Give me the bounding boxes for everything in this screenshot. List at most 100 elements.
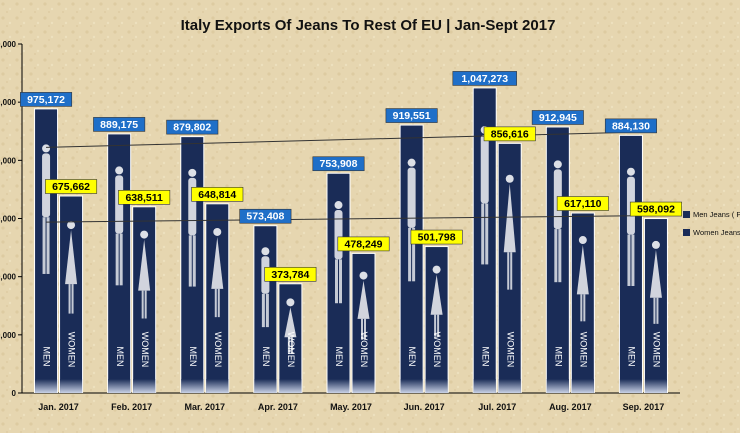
y-tick-label: 200,000 <box>0 331 17 340</box>
men-value-label-box <box>385 108 438 123</box>
women-value-label: 638,511 <box>118 189 171 205</box>
bar-foot <box>571 379 594 393</box>
women-value-label-text: 648,814 <box>198 189 236 201</box>
bar-body <box>498 143 521 393</box>
women-bar: WOMEN <box>643 218 668 393</box>
bar-foot <box>498 379 521 393</box>
figure-leg <box>71 284 74 314</box>
x-tick-label: Jul. 2017 <box>478 402 516 412</box>
men-value-label-text: 912,945 <box>539 112 577 124</box>
figure-head <box>626 167 635 176</box>
figure-leg <box>115 233 119 286</box>
women-value-label: 617,110 <box>556 196 609 211</box>
y-tick-label: 600,000 <box>0 215 17 224</box>
x-tick-label: Apr. 2017 <box>258 402 298 412</box>
bar-foot <box>400 379 423 393</box>
men-bar: MEN <box>180 136 205 393</box>
chart-title: Italy Exports Of Jeans To Rest Of EU | J… <box>181 17 556 34</box>
figure-leg <box>42 217 46 274</box>
figure-head <box>553 160 562 169</box>
figure-dress <box>284 307 297 338</box>
men-value-label: 889,175 <box>93 117 146 132</box>
men-value-label-box <box>531 110 584 125</box>
women-value-label-box <box>45 179 98 194</box>
x-tick-label: Mar. 2017 <box>185 402 226 412</box>
legend: Men Jeans ( Pc Women Jeans ( <box>683 210 740 237</box>
x-tick-label: Aug. 2017 <box>549 402 592 412</box>
figure-head <box>432 265 441 274</box>
men-value-label-text: 889,175 <box>100 119 138 131</box>
women-value-label: 856,616 <box>483 126 536 142</box>
figure-head <box>140 230 149 239</box>
figure-head <box>359 271 368 280</box>
figure-dress <box>138 239 151 291</box>
figure-leg <box>335 259 338 304</box>
figure-head <box>188 168 197 177</box>
women-value-label-box <box>410 229 463 245</box>
figure-dress <box>503 183 516 253</box>
bar-word: WOMEN <box>505 332 515 368</box>
figure-dress <box>576 245 589 295</box>
figure-body <box>407 167 416 228</box>
women-bar: WOMEN <box>424 246 449 393</box>
men-bar: MEN <box>34 108 59 393</box>
women-value-label-text: 617,110 <box>564 198 602 210</box>
men-bar: MEN <box>399 124 424 394</box>
bar-word: WOMEN <box>67 332 77 368</box>
bar-word: MEN <box>553 347 563 367</box>
figure-leg <box>653 297 656 324</box>
figure-head <box>407 158 416 167</box>
women-value-label: 675,662 <box>45 179 98 194</box>
bar-word: MEN <box>42 347 52 367</box>
bar-word: MEN <box>480 347 490 367</box>
figure-leg <box>192 235 196 287</box>
figure-leg <box>510 252 513 290</box>
figure-body <box>480 134 489 204</box>
bar-foot <box>206 379 229 393</box>
figure-leg <box>188 235 192 287</box>
bar-foot <box>425 379 448 393</box>
figure-dress <box>65 230 78 285</box>
figure-leg <box>287 337 290 354</box>
men-value-label-box <box>166 119 219 135</box>
men-value-label: 884,130 <box>604 118 657 134</box>
women-bar: WOMEN <box>59 195 84 393</box>
y-tick-label: 1,200,000 <box>0 40 17 49</box>
x-tick-label: Feb. 2017 <box>111 402 152 412</box>
figure-head <box>651 240 660 249</box>
bar-word: MEN <box>261 347 271 367</box>
men-value-label: 1,047,273 <box>452 71 517 86</box>
bar-foot <box>133 379 156 393</box>
men-value-label-text: 573,408 <box>246 211 284 223</box>
women-value-label-box <box>483 126 536 142</box>
bar-word: WOMEN <box>359 332 369 368</box>
figure-leg <box>583 294 586 322</box>
figure-leg <box>68 284 71 314</box>
figure-body <box>334 210 343 260</box>
figure-leg <box>141 290 144 319</box>
women-value-label-box <box>629 201 682 217</box>
women-value-label-text: 501,798 <box>418 232 456 244</box>
figure-leg <box>631 234 635 287</box>
bar-word: MEN <box>334 347 344 367</box>
figure-leg <box>580 294 583 322</box>
women-value-label-text: 478,249 <box>345 238 383 250</box>
bar-body <box>60 196 83 393</box>
figure-leg <box>485 203 489 265</box>
figure-leg <box>339 259 342 304</box>
men-value-label-box <box>239 208 292 224</box>
legend-label: Men Jeans ( Pc <box>693 210 740 219</box>
women-bar: WOMEN <box>278 283 303 393</box>
women-bar: WOMEN <box>570 212 595 393</box>
men-value-label-text: 753,908 <box>320 158 358 170</box>
bar-body <box>473 88 496 394</box>
y-tick-label: 1,000,000 <box>0 98 17 107</box>
axes: 0 200,000 400,000 600,000 800,000 1,000,000 1,… <box>0 40 680 412</box>
men-value-label-box <box>93 117 146 132</box>
bar-foot <box>254 379 277 393</box>
figure-body <box>188 177 197 236</box>
figure-leg <box>627 234 631 287</box>
figure-head <box>115 166 124 175</box>
men-bar: MEN <box>618 134 643 393</box>
bar-body <box>571 213 594 393</box>
